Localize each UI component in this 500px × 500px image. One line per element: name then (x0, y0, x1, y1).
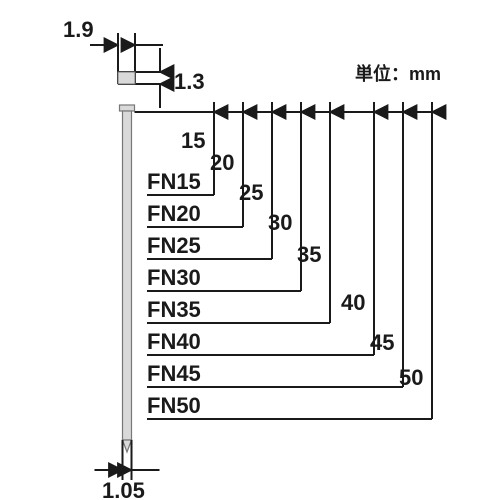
length-label-40: 40 (341, 290, 365, 315)
model-label-fn35: FN35 (147, 297, 201, 322)
length-label-20: 20 (210, 150, 234, 175)
model-label-fn45: FN45 (147, 361, 201, 386)
model-label-fn40: FN40 (147, 329, 201, 354)
nail-shaft (123, 111, 132, 440)
length-label-45: 45 (370, 330, 394, 355)
model-label-fn50: FN50 (147, 393, 201, 418)
length-label-50: 50 (399, 365, 423, 390)
length-label-15: 15 (181, 128, 205, 153)
length-label-35: 35 (297, 242, 321, 267)
shaft-width-label: 1.05 (102, 478, 145, 500)
unit-label: 単位：mm (355, 63, 441, 84)
head-width-label: 1.9 (63, 17, 94, 42)
model-label-fn30: FN30 (147, 265, 201, 290)
model-label-fn20: FN20 (147, 201, 201, 226)
rows-layer: FN15 15 FN20 20 FN25 25 FN30 30 FN35 35 FN40 40 FN45… (147, 102, 432, 419)
head-cross-section (118, 72, 135, 84)
length-label-25: 25 (239, 180, 263, 205)
model-label-fn25: FN25 (147, 233, 201, 258)
nail-size-diagram: 単位：mm 1.9 1.3 1.05 FN15 15 FN20 20 FN25 25 FN30 30… (0, 0, 500, 500)
length-label-30: 30 (268, 210, 292, 235)
head-height-label: 1.3 (174, 69, 205, 94)
nail-tip (123, 440, 132, 452)
nail-head (120, 105, 135, 111)
model-label-fn15: FN15 (147, 169, 201, 194)
